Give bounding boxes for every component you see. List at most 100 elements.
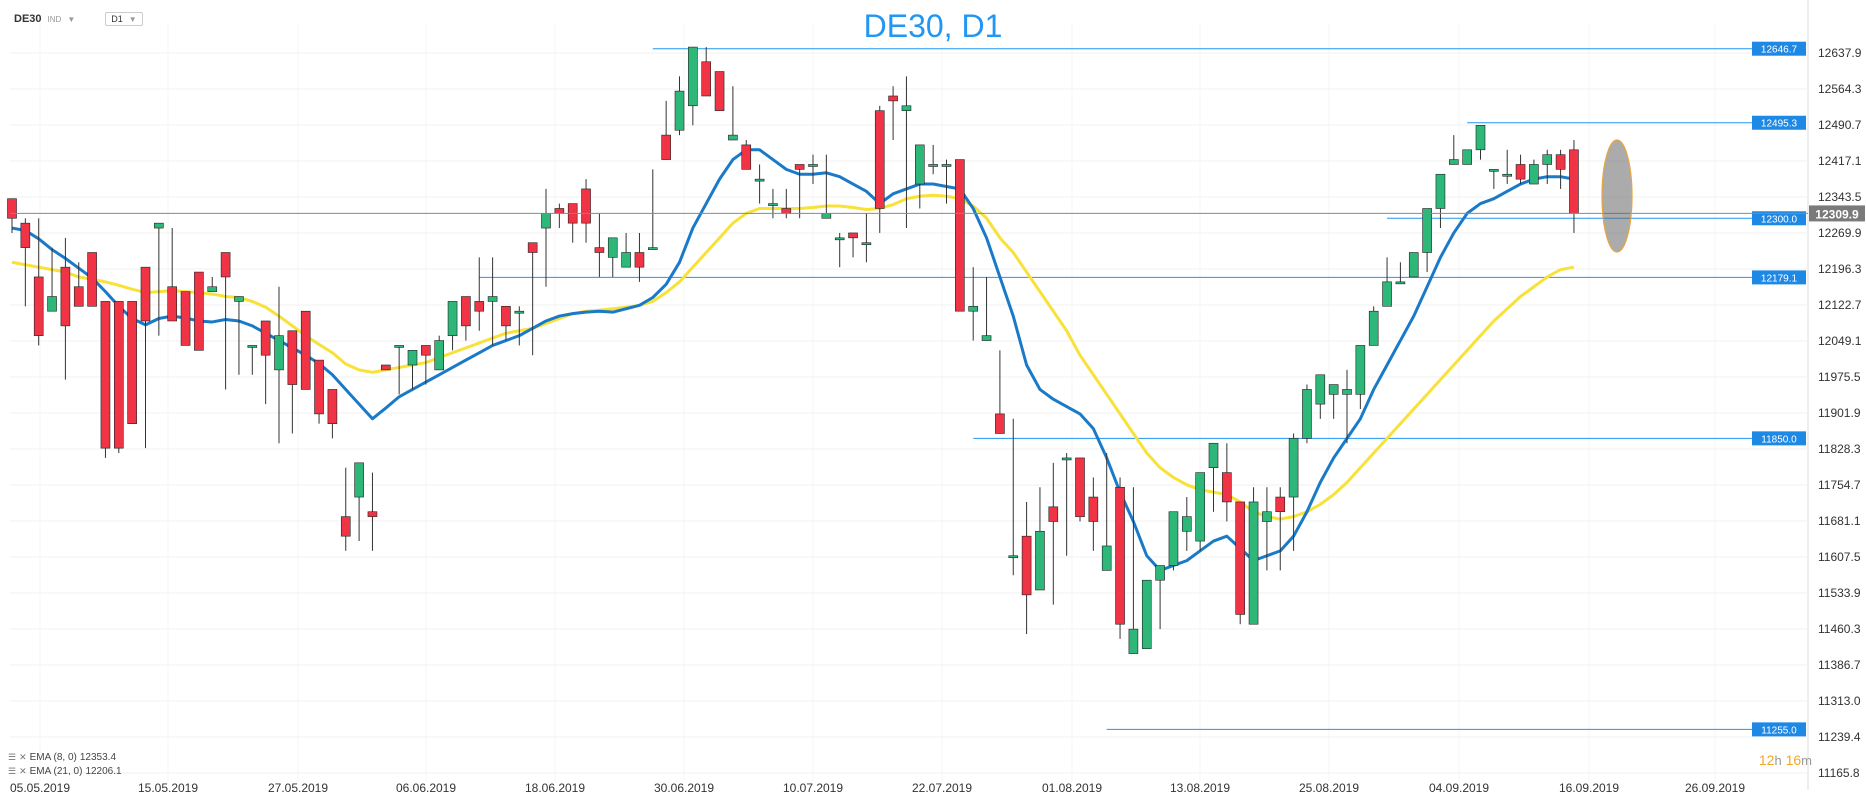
chevron-down-icon[interactable]: ▼ <box>67 14 76 24</box>
ema21-line <box>11 193 1575 521</box>
x-tick-label: 30.06.2019 <box>654 781 714 795</box>
timer-hours-unit: h <box>1774 753 1782 768</box>
candle-body <box>1408 252 1419 278</box>
level-label-bg <box>1752 115 1806 130</box>
ema21-legend[interactable]: ☰ ✕ EMA (21, 0) 12206.1 <box>8 766 122 777</box>
candle-body <box>327 389 338 424</box>
settings-icon[interactable]: ☰ <box>8 752 17 762</box>
candle-body <box>607 237 618 258</box>
candle-body <box>874 110 885 209</box>
level-label-bg <box>1752 431 1806 446</box>
x-tick-label: 27.05.2019 <box>268 781 328 795</box>
candle-body <box>114 301 124 449</box>
candle-body <box>661 134 671 160</box>
close-icon[interactable]: ✕ <box>19 766 27 776</box>
candle-body <box>1489 169 1499 172</box>
candle-body <box>154 222 164 229</box>
candle-body <box>33 276 44 336</box>
candle-body <box>1435 173 1446 209</box>
candle-body <box>794 164 805 170</box>
x-tick-label: 01.08.2019 <box>1042 781 1102 795</box>
y-tick-label: 12564.3 <box>1818 82 1862 96</box>
timeframe-select[interactable]: D1 ▼ <box>105 12 143 26</box>
timer-hours: 12 <box>1758 752 1775 768</box>
x-tick-label: 04.09.2019 <box>1429 781 1489 795</box>
candle-body <box>354 462 364 498</box>
candle-body <box>300 310 311 390</box>
x-tick-label: 06.06.2019 <box>396 781 456 795</box>
candle-body <box>1569 149 1579 214</box>
level-label-bg <box>1752 722 1806 737</box>
candle-body <box>1422 208 1432 253</box>
candle-body <box>47 296 57 312</box>
current-price-label: 12309.9 <box>10 205 1865 222</box>
y-tick-label: 11313.0 <box>1818 694 1861 708</box>
candle-body <box>714 71 725 111</box>
close-icon[interactable]: ✕ <box>19 752 27 762</box>
ema8-polyline <box>11 148 1575 572</box>
highlight-ellipse <box>1601 139 1633 253</box>
candle-body <box>1155 565 1165 581</box>
candle-body <box>1449 159 1459 165</box>
settings-icon[interactable]: ☰ <box>8 766 17 776</box>
candle-body <box>487 296 498 302</box>
candle-body <box>1021 535 1032 596</box>
candle-body <box>1342 389 1352 395</box>
y-tick-label: 12122.7 <box>1818 298 1862 312</box>
candle-body <box>194 271 204 351</box>
candle-body <box>1035 530 1045 591</box>
ema21-polyline <box>11 193 1575 521</box>
level-label: 11850.0 <box>1761 434 1797 445</box>
price-levels: 12646.7 12495.3 12300.0 12179.1 11850.0 11255… <box>479 41 1806 737</box>
current-price-bg <box>1809 205 1865 222</box>
ema8-value: 12353.4 <box>79 752 117 763</box>
y-tick-label: 12417.1 <box>1818 154 1862 168</box>
candle-body <box>808 164 818 167</box>
candle-body <box>1355 345 1366 395</box>
candle-body <box>781 208 792 214</box>
candle-body <box>741 144 752 170</box>
candle-body <box>1315 374 1326 405</box>
ema8-legend[interactable]: ☰ ✕ EMA (8, 0) 12353.4 <box>8 752 116 763</box>
candle-body <box>527 242 538 253</box>
candle-body <box>247 345 258 348</box>
symbol-label[interactable]: DE30 <box>14 13 42 25</box>
candle-body <box>340 516 351 537</box>
timeframe-label: D1 <box>111 14 123 24</box>
candle-body <box>1208 442 1219 469</box>
candle-body <box>674 90 685 131</box>
current-price-text: 12309.9 <box>1815 207 1859 221</box>
level-label: 12300.0 <box>1761 214 1798 225</box>
y-axis: 12637.9 12564.3 12490.7 12417.1 12343.5 12269… <box>1818 46 1862 780</box>
y-tick-label: 11386.7 <box>1818 658 1861 672</box>
candle-body <box>434 340 445 371</box>
candle-body <box>1141 579 1152 649</box>
candle-body <box>234 296 244 302</box>
x-tick-label: 18.06.2019 <box>525 781 585 795</box>
candle-timer: 12h 16m <box>1759 752 1812 768</box>
candle-body <box>167 286 177 322</box>
level-label: 12179.1 <box>1761 273 1798 284</box>
candle-body <box>260 320 271 356</box>
timer-minutes: 16 <box>1785 752 1802 768</box>
candle-body <box>394 345 404 348</box>
y-tick-label: 11239.4 <box>1818 730 1861 744</box>
candle-body <box>1061 457 1072 461</box>
x-tick-label: 22.07.2019 <box>912 781 972 795</box>
candle-body <box>1288 438 1299 498</box>
candle-body <box>87 252 97 307</box>
candle-body <box>621 252 631 268</box>
candle-body <box>207 286 218 292</box>
candle-body <box>1555 154 1566 170</box>
candle-body <box>180 291 191 346</box>
candle-body <box>768 203 778 206</box>
candle-body <box>955 159 965 312</box>
grid <box>10 0 1809 790</box>
candle-body <box>861 242 872 246</box>
candle-body <box>1195 472 1205 542</box>
candle-body <box>1075 457 1085 517</box>
candle-body <box>834 237 845 241</box>
candle-body <box>647 247 658 250</box>
candle-body <box>1168 511 1179 566</box>
